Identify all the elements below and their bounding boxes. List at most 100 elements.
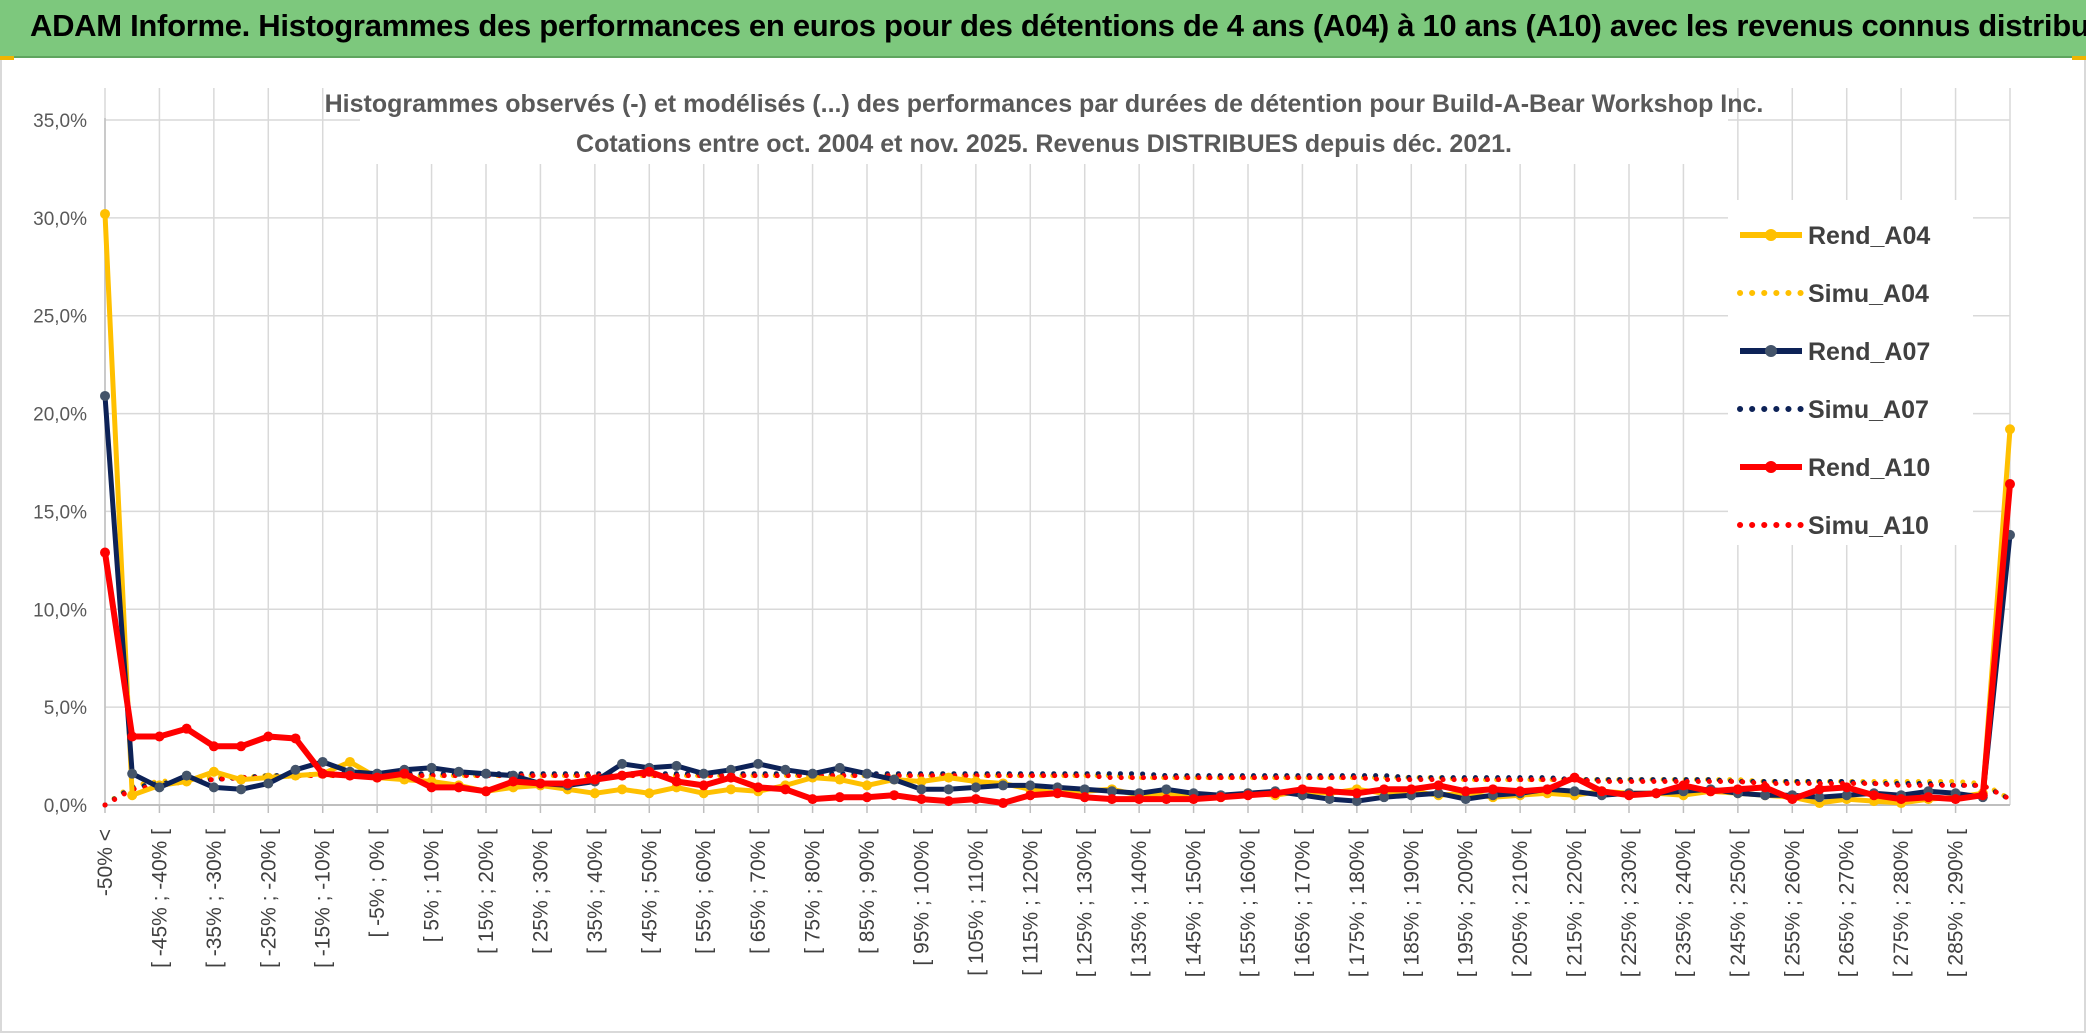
data-point [181, 723, 192, 734]
series-layer [100, 208, 2015, 809]
title-backdrop [360, 88, 1728, 164]
x-tick-label: [ 15% ; 20% [ [475, 829, 498, 954]
data-point [508, 776, 519, 787]
data-point [1841, 790, 1852, 801]
data-point [1624, 790, 1634, 801]
axis-layer: 0,0% 5,0% 10,0% 15,0% 20,0% 25,0% 30,0% 35,0% -5… [33, 111, 2010, 977]
data-point [208, 766, 219, 777]
x-tick-label: [ 5% ; 10% [ [421, 829, 444, 942]
legend-item-simu-a04: Simu_A04 [1737, 280, 1929, 308]
x-tick-label: [ 135% ; 140% [ [1128, 829, 1151, 977]
report-banner: ADAM Informe. Histogrammes des performan… [0, 0, 2086, 58]
x-tick-label: [ 145% ; 150% [ [1183, 829, 1206, 977]
data-point [236, 741, 247, 752]
data-point [970, 782, 981, 793]
data-point [1270, 788, 1281, 799]
x-tick-label: [ -35% ; -30% [ [203, 829, 226, 968]
data-point [589, 774, 600, 785]
data-point [862, 792, 872, 803]
data-point [698, 788, 709, 799]
data-point [1079, 784, 1090, 795]
x-tick-label: [ 85% ; 90% [ [856, 829, 879, 954]
data-point [154, 782, 165, 793]
series-rend-a07 [100, 390, 2015, 807]
data-point [617, 770, 628, 781]
data-point [807, 794, 818, 805]
data-point [127, 790, 138, 801]
data-point [1025, 780, 1036, 791]
legend-label: Rend_A07 [1808, 338, 1930, 366]
data-point [1787, 794, 1798, 805]
x-tick-label: [ 35% ; 40% [ [584, 829, 607, 954]
data-point [1705, 786, 1716, 797]
x-tick-label: [ 255% ; 260% [ [1781, 829, 1804, 977]
data-point [100, 208, 110, 219]
data-point [1379, 784, 1390, 795]
data-point [1379, 792, 1390, 803]
data-point [1814, 784, 1825, 795]
data-point [1297, 784, 1308, 795]
x-tick-label: [ 285% ; 290% [ [1945, 829, 1968, 977]
y-tick-label: 0,0% [44, 796, 87, 817]
x-tick-label: [ 205% ; 210% [ [1509, 829, 1532, 977]
data-point [181, 770, 192, 781]
data-point [725, 772, 736, 783]
data-point [943, 784, 954, 795]
legend-item-simu-a10: Simu_A10 [1737, 512, 1929, 540]
data-point [862, 768, 872, 779]
data-point [426, 762, 437, 773]
data-point [562, 778, 573, 789]
data-point [916, 794, 927, 805]
data-point [1460, 786, 1471, 797]
data-point [1569, 786, 1580, 797]
data-point [481, 786, 491, 797]
data-point [1243, 790, 1253, 801]
y-tick-label: 15,0% [33, 502, 87, 523]
data-point [1487, 784, 1498, 795]
data-point [1923, 792, 1934, 803]
data-point [1188, 794, 1199, 805]
data-point [1052, 788, 1063, 799]
series-rend-a04 [100, 208, 2015, 809]
data-point [1025, 790, 1036, 801]
data-point [344, 756, 355, 767]
data-point [263, 778, 274, 789]
data-point [263, 731, 274, 742]
legend-label: Simu_A07 [1808, 396, 1929, 424]
y-tick-label: 35,0% [33, 111, 87, 132]
y-tick-label: 25,0% [33, 307, 87, 328]
legend-label: Rend_A04 [1808, 222, 1930, 250]
data-point [834, 792, 845, 803]
data-point [617, 758, 628, 769]
data-point [317, 768, 328, 779]
data-point [998, 780, 1009, 791]
data-point [834, 774, 845, 785]
data-point [1515, 786, 1526, 797]
legend-item-rend-a10: Rend_A10 [1740, 454, 1930, 482]
data-point [753, 782, 764, 793]
data-point [998, 798, 1009, 809]
data-point [1351, 796, 1362, 807]
data-point [644, 766, 655, 777]
data-point [100, 547, 110, 558]
x-tick-label: [ 275% ; 280% [ [1890, 829, 1913, 977]
x-tick-label: -50% < [94, 829, 117, 896]
data-point [1950, 794, 1961, 805]
data-point [1134, 794, 1145, 805]
data-point [644, 788, 655, 799]
data-point [1215, 792, 1226, 803]
legend-item-rend-a07: Rend_A07 [1740, 338, 1930, 366]
legend-label: Simu_A10 [1808, 512, 1929, 540]
y-tick-label: 20,0% [33, 405, 87, 426]
data-point [1351, 788, 1362, 799]
data-point [1433, 788, 1444, 799]
data-point [698, 768, 709, 779]
data-point [1161, 784, 1172, 795]
data-point [1460, 794, 1471, 805]
corner-accent-right [2072, 56, 2086, 60]
series-simu-a10 [102, 773, 2013, 808]
legend: Rend_A04 Simu_A04 Rend_A07 Simu_A07 Rend_A10… [1728, 200, 1973, 545]
x-tick-label: [ 155% ; 160% [ [1237, 829, 1260, 977]
data-point [481, 768, 491, 779]
data-point [780, 764, 791, 775]
